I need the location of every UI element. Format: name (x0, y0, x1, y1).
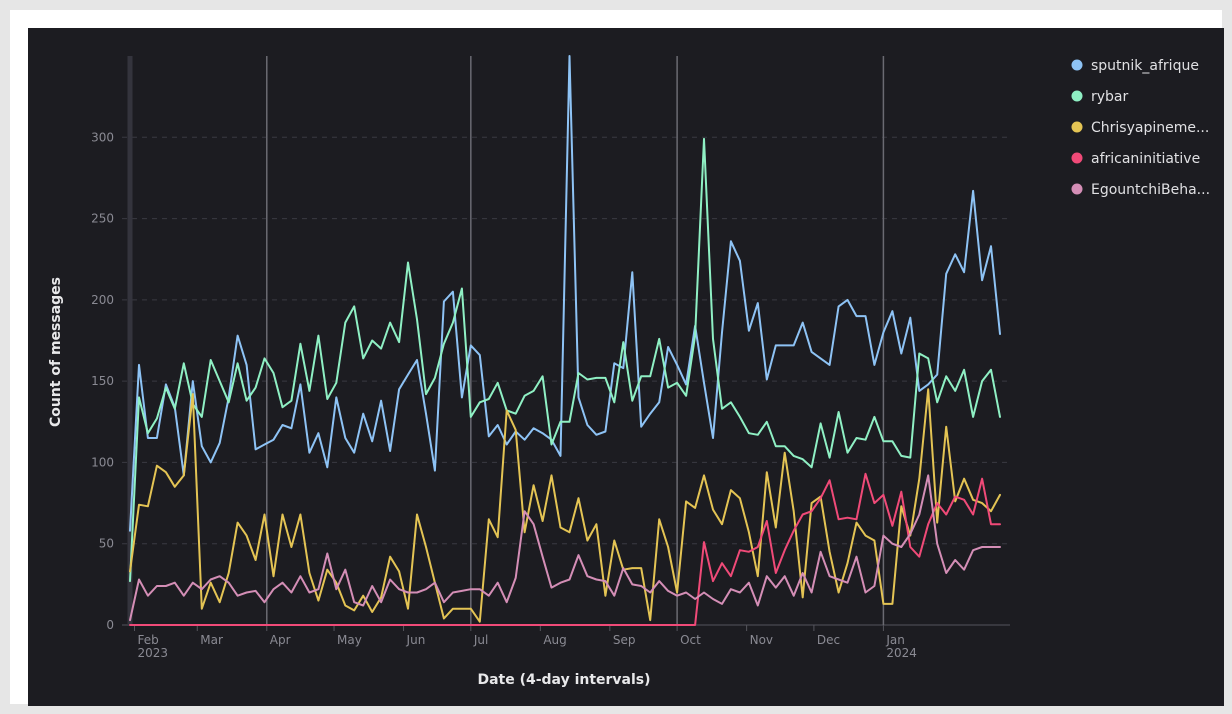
series-line-rybar (129, 137, 1001, 583)
legend-label[interactable]: rybar (1091, 89, 1129, 105)
y-axis-title: Count of messages (48, 277, 64, 427)
y-tick-label-250: 250 (91, 212, 114, 226)
legend-marker[interactable] (1071, 121, 1083, 133)
legend-item[interactable]: rybar (1071, 89, 1129, 105)
x-axis-title: Date (4-day intervals) (477, 672, 650, 688)
series-line-sputnik-afrique (129, 55, 1001, 532)
x-tick-label-jan: Jan (885, 633, 905, 647)
legend-label[interactable]: sputnik_afrique (1091, 58, 1199, 74)
x-tick-label-feb: Feb (137, 633, 158, 647)
chart-panel: 0 50 100 150 200 250 300 Feb 2023 Mar Apr May Jun Ju… (28, 28, 1224, 706)
series-line-africaninitiative (129, 472, 1001, 626)
y-tick-label-50: 50 (99, 537, 114, 551)
x-tick-label-aug: Aug (543, 633, 566, 647)
x-tick-label-nov: Nov (750, 633, 773, 647)
legend-item[interactable]: Chrisyapineme... (1071, 120, 1210, 136)
x-tick-year-2024: 2024 (886, 646, 917, 660)
legend-item[interactable]: sputnik_afrique (1071, 58, 1199, 74)
y-axis-ticks: 0 50 100 150 200 250 300 (91, 130, 114, 632)
legend-item[interactable]: EgountchiBeha... (1071, 182, 1211, 198)
y-tick-label-200: 200 (91, 293, 114, 307)
legend-marker[interactable] (1071, 152, 1083, 164)
legend-item[interactable]: africaninitiative (1071, 151, 1201, 167)
x-tick-label-oct: Oct (680, 633, 701, 647)
series-lines (129, 55, 1001, 626)
x-tick-label-jun: Jun (406, 633, 426, 647)
legend-marker[interactable] (1071, 183, 1083, 195)
legend-marker[interactable] (1071, 59, 1083, 71)
y-tick-label-100: 100 (91, 455, 114, 469)
chart-frame: 0 50 100 150 200 250 300 Feb 2023 Mar Apr May Jun Ju… (10, 10, 1224, 706)
legend-label[interactable]: EgountchiBeha... (1091, 182, 1210, 198)
y-tick-label-150: 150 (91, 374, 114, 388)
y-tick-label-300: 300 (91, 130, 114, 144)
x-tick-year-2023: 2023 (137, 646, 168, 660)
x-tick-label-may: May (337, 633, 362, 647)
legend-label[interactable]: africaninitiative (1091, 151, 1200, 167)
legend-label[interactable]: Chrisyapineme... (1091, 120, 1209, 136)
y-tick-label-0: 0 (106, 618, 114, 632)
x-tick-label-jul: Jul (473, 633, 488, 647)
legend-marker[interactable] (1071, 90, 1083, 102)
x-tick-label-apr: Apr (270, 633, 291, 647)
x-tick-label-sep: Sep (613, 633, 636, 647)
series-line-egountchibeha- (129, 474, 1001, 622)
x-tick-label-mar: Mar (200, 633, 223, 647)
x-tick-label-dec: Dec (817, 633, 840, 647)
series-line-chrisyapineme- (129, 388, 1001, 623)
